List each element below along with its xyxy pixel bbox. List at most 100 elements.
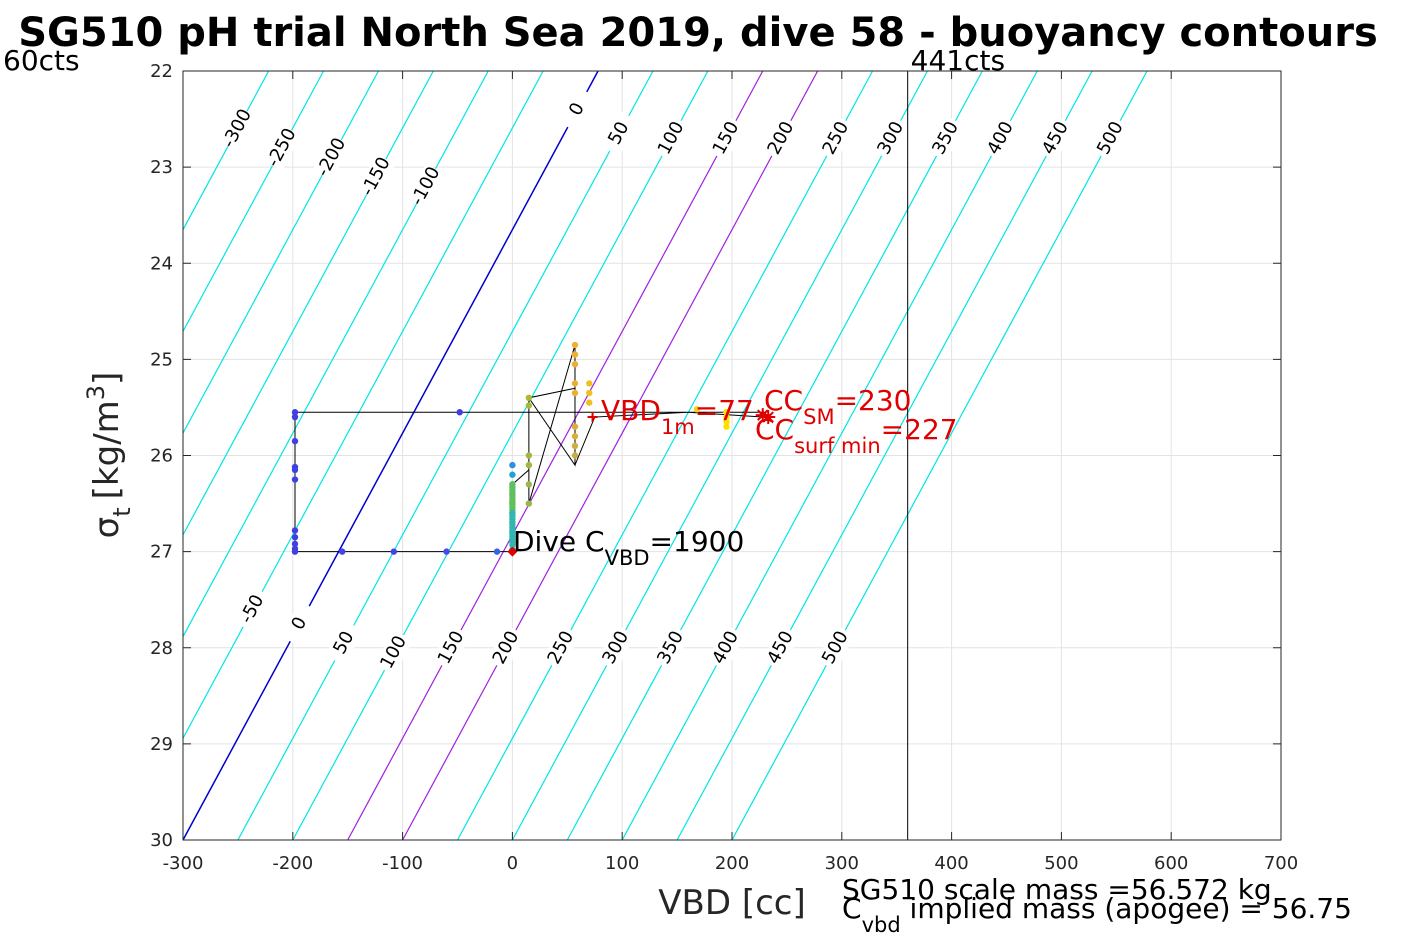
data-point (723, 409, 730, 416)
x-tick-label: 600 (1154, 853, 1188, 874)
y-tick-label: 28 (150, 638, 173, 659)
contour-line (347, 71, 764, 840)
data-point (456, 409, 463, 416)
x-axis-label: VBD [cc] (658, 883, 806, 923)
vbd-1m-annotation: VBD1m=77 (601, 394, 754, 439)
x-tick-label: 400 (934, 853, 968, 874)
data-point (571, 360, 579, 368)
y-label-sup: 3 (82, 385, 110, 400)
cc-surf-min-annotation: CCsurf min=227 (755, 413, 958, 458)
data-point (723, 418, 730, 426)
data-point (571, 341, 579, 349)
contour-label-bg (816, 624, 855, 671)
contour-line (237, 71, 654, 840)
contour-label-bg (652, 115, 691, 162)
chart-title: SG510 pH trial North Sea 2019, dive 58 -… (18, 10, 1378, 56)
data-point (586, 380, 593, 387)
diamond-marker (507, 546, 518, 557)
cvbd-sub: vbd (862, 913, 901, 937)
vbd-1m-main: VBD (601, 394, 661, 427)
data-point (525, 452, 533, 459)
y-axis-label: σt [kg/m3] (82, 372, 136, 539)
cc-sm-value: =230 (835, 384, 912, 417)
contour-label-bg (357, 153, 396, 200)
cvbd-rest: implied mass (apogee) = 56.75 (901, 892, 1352, 925)
contour-line (183, 71, 599, 840)
y-tick-label: 29 (150, 734, 173, 755)
contour-line (676, 71, 1093, 840)
y-label-unit: [kg/m (87, 400, 127, 499)
data-point (571, 433, 579, 440)
contour-line (183, 71, 544, 740)
x-tick-label: 100 (605, 853, 639, 874)
plus-marker (587, 412, 598, 423)
vbd-1m-sub: 1m (661, 415, 695, 439)
data-point (339, 548, 346, 555)
data-point (291, 437, 299, 445)
contour-label-bg (262, 125, 302, 171)
cc-sm-main: CC (764, 384, 803, 417)
contour-label-bg (1036, 115, 1076, 162)
contour-label-bg (706, 624, 746, 671)
contour-label-bg (374, 629, 414, 676)
red-markers (507, 408, 776, 557)
x-tick-label: 300 (825, 853, 859, 874)
cc-surf-sub: surf min (794, 434, 881, 458)
contour-label-bg (542, 624, 581, 671)
y-tick-label: 25 (150, 349, 173, 370)
buoyancy-contours (183, 71, 1148, 840)
contour-line (511, 71, 928, 840)
contour-label-bg (762, 115, 801, 162)
contour-label-bg (1091, 115, 1130, 162)
contour-line (292, 71, 709, 840)
x-tick-label: 0 (507, 853, 518, 874)
data-point (525, 461, 533, 469)
x-tick-label: 500 (1044, 853, 1078, 874)
data-point (509, 461, 516, 469)
x-tick-label: 200 (715, 853, 749, 874)
contour-label-bg (707, 115, 746, 162)
x-tick-label: -300 (163, 853, 204, 874)
y-axis-ticks: 22 23 24 25 26 27 28 29 30 (150, 61, 1281, 851)
y-tick-label: 26 (150, 446, 173, 467)
star-marker (755, 408, 770, 423)
data-point (571, 442, 579, 450)
y-tick-label: 22 (150, 61, 173, 82)
data-point (291, 540, 299, 548)
y-tick-label: 23 (150, 157, 173, 178)
contour-line (183, 71, 270, 231)
scale-mass-annotation: SG510 scale mass =56.572 kg (842, 873, 1272, 906)
dive-cvbd-sub: VBD (605, 546, 650, 570)
contour-label-bg (233, 586, 272, 633)
data-point (291, 527, 299, 534)
data-point (571, 452, 579, 459)
contour-label-bg (280, 600, 319, 647)
cvbd-main: C (842, 892, 862, 925)
data-point (525, 402, 533, 409)
data-point (693, 406, 701, 413)
x-axis-ticks: -300 -200 -100 0 100 200 300 400 500 600 700 (163, 71, 1298, 874)
cc-surf-value: =227 (881, 413, 958, 446)
data-point (291, 548, 299, 555)
contour-label-bg (406, 163, 446, 210)
cc-sm-annotation: CCSM=230 (764, 384, 911, 429)
contour-line (183, 71, 379, 435)
contour-line (402, 71, 819, 840)
star-marker (761, 410, 776, 425)
data-point (291, 409, 299, 416)
contour-line (183, 71, 325, 333)
data-point (525, 500, 533, 507)
data-point (509, 541, 516, 549)
contour-label-bg (432, 624, 471, 671)
contour-label-bg (871, 115, 911, 162)
contour-label-bg (600, 110, 639, 157)
contour-label-bg (218, 105, 257, 152)
y-tick-label: 24 (150, 253, 173, 274)
data-point (571, 389, 579, 397)
data-point (525, 481, 533, 488)
data-point (493, 548, 501, 555)
vbd-1m-value: =77 (695, 394, 754, 427)
cc-sm-sub: SM (803, 405, 834, 429)
